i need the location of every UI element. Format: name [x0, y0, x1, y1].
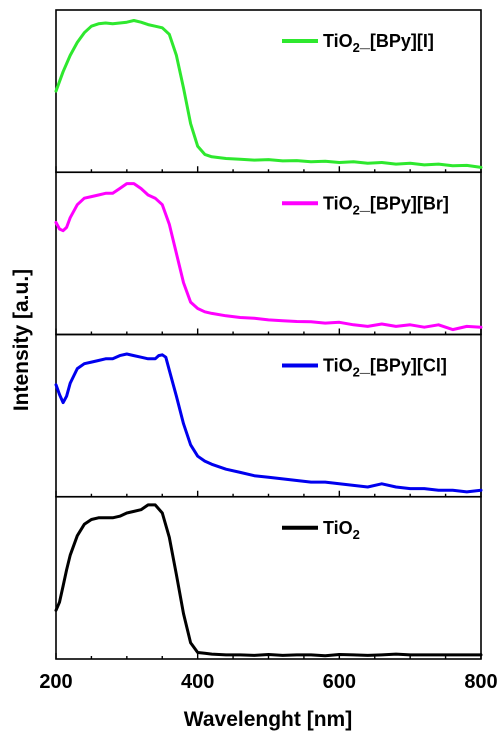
series-line [54, 352, 483, 494]
x-tick-label: 400 [181, 671, 214, 693]
x-axis-label: Wavelenght [nm] [184, 708, 352, 731]
panel-3: TiO2_[BPy][Cl] [54, 333, 483, 498]
series-line [54, 19, 483, 169]
x-tick-label: 800 [464, 671, 497, 693]
x-tick-label: 200 [39, 671, 72, 693]
chart-panels: TiO2_[BPy][I] TiO2_[BPy][Br] TiO2_[BPy][Cl… [54, 9, 483, 660]
panel-1: TiO2_[BPy][I] [54, 9, 483, 174]
series-line [54, 182, 483, 332]
legend-label: TiO2_[BPy][I] [323, 31, 434, 55]
legend-label: TiO2_[BPy][Cl] [323, 356, 447, 380]
legend-label: TiO2_[BPy][Br] [323, 193, 449, 217]
panel-2: TiO2_[BPy][Br] [54, 171, 483, 336]
y-axis-label: Intensity [a.u.] [10, 269, 33, 411]
panel-frame [55, 495, 482, 660]
x-tick-label: 600 [323, 671, 356, 693]
series-line [54, 503, 483, 658]
legend-label: TiO2 [323, 518, 360, 542]
x-axis-ticks: 200 400 600 800 [39, 671, 497, 693]
panel-4: TiO2 [54, 495, 483, 660]
